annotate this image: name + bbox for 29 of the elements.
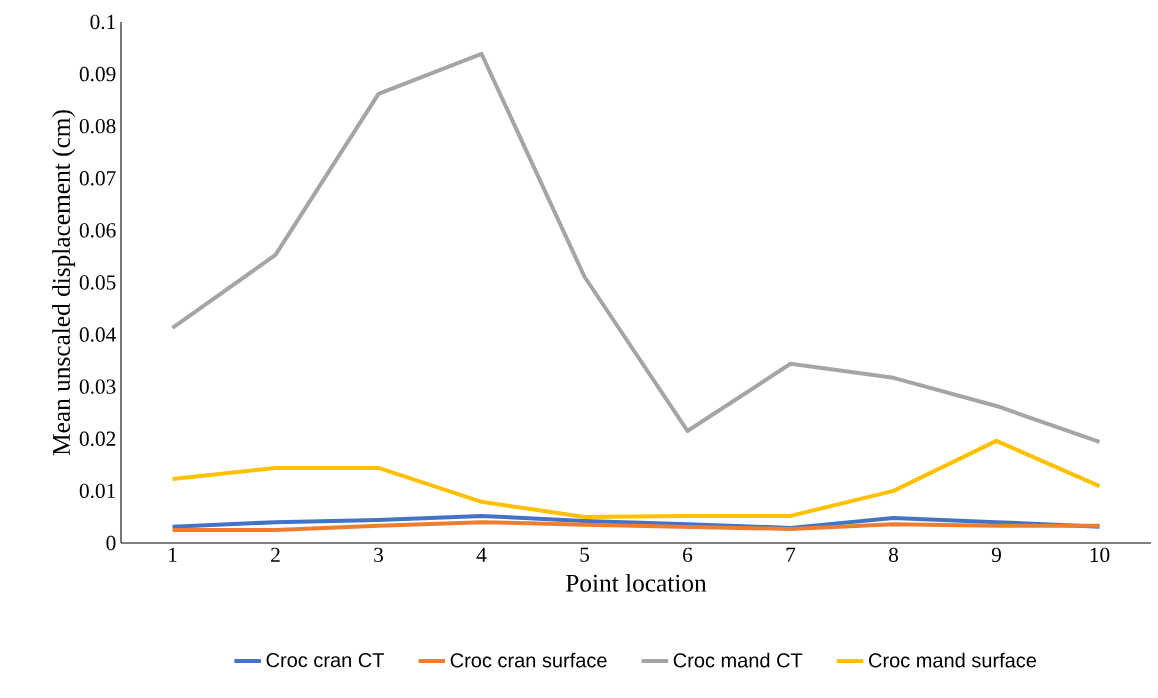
legend-label: Croc mand surface (869, 652, 1037, 668)
y-tick-label: 0.04 (79, 327, 116, 342)
x-tick-label: 8 (888, 547, 899, 563)
legend-label: Croc mand CT (673, 652, 803, 668)
x-tick-label: 10 (1090, 547, 1110, 563)
line-series (170, 51, 1102, 444)
x-axis-title: Point location (566, 573, 707, 592)
y-axis-title: Mean unscaled displacement (cm) (52, 110, 76, 456)
y-tick-label: 0.03 (79, 379, 116, 394)
x-tick-label: 3 (374, 547, 383, 563)
y-tick-label: 0 (106, 535, 116, 551)
x-tick-label: 4 (476, 547, 487, 562)
x-tick-label: 9 (991, 547, 1001, 563)
y-tick-label: 0.09 (79, 66, 116, 82)
legend-label: Croc cran surface (450, 652, 607, 668)
legend-label: Croc cran CT (266, 653, 384, 668)
line-series (170, 438, 1102, 519)
y-tick-label: 0.1 (90, 14, 116, 30)
x-tick-label: 2 (271, 547, 280, 562)
x-tick-label: 7 (786, 547, 796, 562)
y-tick-label: 0.02 (79, 431, 116, 447)
y-tick-label: 0.01 (79, 483, 116, 499)
x-tick-label: 1 (169, 547, 177, 562)
x-tick-label: 5 (580, 547, 589, 562)
y-tick-label: 0.08 (79, 118, 116, 134)
x-tick-label: 6 (683, 547, 693, 563)
y-tick-label: 0.07 (79, 171, 116, 186)
y-tick-label: 0.05 (79, 275, 116, 290)
y-tick-label: 0.06 (79, 223, 116, 238)
